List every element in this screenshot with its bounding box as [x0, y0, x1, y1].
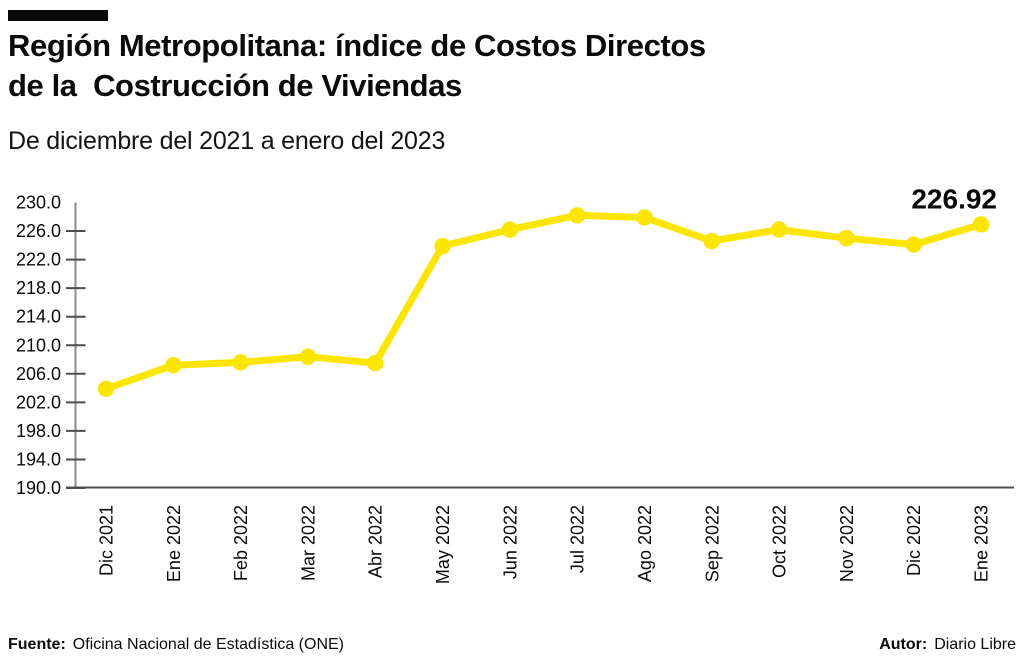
- y-tick-label: 210.0: [16, 335, 61, 355]
- data-point: [770, 221, 788, 238]
- x-tick-label: Abr 2022: [366, 505, 386, 578]
- x-tick-label: Feb 2022: [231, 505, 251, 581]
- y-tick-label: 202.0: [16, 392, 61, 412]
- y-tick-label: 218.0: [16, 278, 61, 298]
- y-tick-label: 198.0: [16, 421, 61, 441]
- page-title-line1: Región Metropolitana: índice de Costos D…: [8, 28, 706, 63]
- author-line: Autor: Diario Libre: [879, 636, 1016, 654]
- x-tick-label: Oct 2022: [770, 505, 790, 578]
- x-tick-label: Nov 2022: [837, 505, 857, 582]
- x-tick-label: Mar 2022: [298, 505, 318, 581]
- accent-bar: [8, 10, 108, 21]
- series-line: [102, 211, 985, 393]
- data-point: [568, 207, 586, 224]
- x-tick-label: Dic 2021: [97, 505, 117, 576]
- source-line: Fuente: Oficina Nacional de Estadística (…: [8, 636, 344, 654]
- data-point: [636, 209, 653, 226]
- data-point: [97, 380, 115, 397]
- y-tick-label: 190.0: [16, 478, 61, 498]
- x-tick-label: Ago 2022: [635, 505, 655, 582]
- y-tick-label: 222.0: [16, 250, 61, 270]
- page-title: Región Metropolitana: índice de Costos D…: [8, 26, 988, 106]
- x-tick-label: Jul 2022: [568, 505, 588, 573]
- x-tick-label: Jun 2022: [500, 505, 520, 579]
- x-tick-label: May 2022: [433, 505, 453, 584]
- source-text: Oficina Nacional de Estadística (ONE): [72, 636, 344, 653]
- y-tick-label: 206.0: [16, 364, 61, 384]
- data-point: [299, 348, 317, 365]
- y-tick-label: 230.0: [16, 193, 61, 213]
- source-label: Fuente:: [8, 636, 66, 653]
- x-tick-label: Dic 2022: [904, 505, 924, 576]
- data-point: [165, 357, 182, 374]
- y-tick-label: 194.0: [16, 449, 61, 469]
- page-title-line2: de la Costrucción de Viviendas: [8, 68, 462, 103]
- x-tick-label: Ene 2022: [164, 505, 184, 582]
- y-tick-label: 214.0: [16, 307, 61, 327]
- data-point: [501, 221, 519, 238]
- data-point: [838, 229, 855, 247]
- data-point: [434, 237, 451, 255]
- subtitle: De diciembre del 2021 a enero del 2023: [8, 127, 446, 155]
- data-point: [367, 354, 384, 372]
- author-label: Autor:: [879, 636, 928, 653]
- data-point: [905, 236, 922, 253]
- data-point: [703, 232, 720, 250]
- data-point: [972, 216, 990, 233]
- last-value-label: 226.92: [911, 183, 997, 214]
- author-text: Diario Libre: [934, 636, 1016, 653]
- y-tick-label: 226.0: [16, 221, 61, 241]
- data-point: [232, 354, 249, 371]
- x-tick-label: Ene 2023: [972, 505, 992, 582]
- x-tick-label: Sep 2022: [702, 505, 722, 582]
- footer: Fuente: Oficina Nacional de Estadística (…: [0, 632, 1024, 654]
